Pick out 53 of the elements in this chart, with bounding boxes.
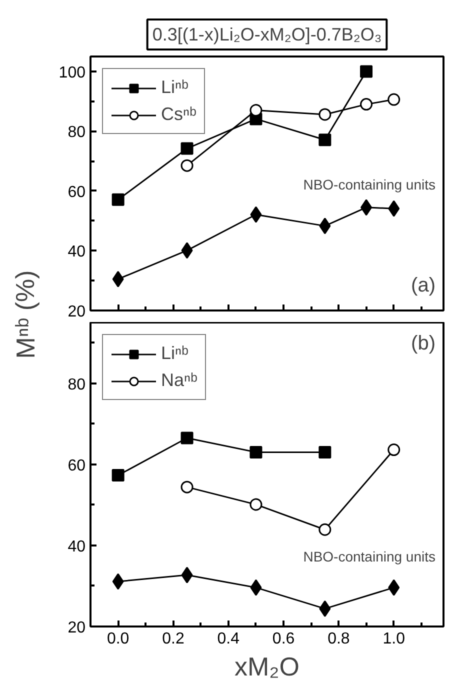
- legend-label: Naⁿᵇ: [161, 370, 198, 391]
- point: [318, 108, 332, 121]
- y-tick-label: 60: [68, 457, 86, 474]
- y-tick-label: 20: [68, 620, 86, 636]
- y-tick-label: 60: [68, 184, 86, 201]
- y-tick-label: 80: [68, 124, 86, 142]
- point: [360, 65, 373, 78]
- point: [319, 218, 331, 234]
- point: [180, 480, 194, 494]
- point: [112, 573, 124, 590]
- point: [181, 242, 193, 259]
- y-tick-label: 40: [68, 244, 86, 261]
- annotation: (b): [411, 332, 436, 354]
- x-axis-title: xM₂O: [234, 652, 300, 682]
- y-tick-label: 100: [58, 64, 86, 82]
- point: [112, 270, 124, 288]
- point: [180, 159, 194, 172]
- chart-title: 0.3[(1-x)Li₂O-xM₂O]-0.7B₂O₃: [152, 24, 382, 44]
- x-tick-label: 0.8: [328, 630, 350, 648]
- y-tick-label: 40: [68, 538, 86, 556]
- legend-label: Liⁿᵇ: [161, 77, 188, 98]
- point: [250, 579, 262, 596]
- point: [250, 498, 262, 511]
- point: [360, 98, 373, 111]
- annotation: (a): [411, 274, 436, 296]
- point: [318, 446, 332, 458]
- y-axis-title: Mⁿᵇ (%): [10, 270, 40, 359]
- x-tick-label: 0.2: [162, 630, 184, 648]
- annotation: NBO-containing units: [303, 176, 436, 192]
- point: [180, 142, 194, 155]
- point: [181, 566, 193, 584]
- point: [360, 199, 372, 216]
- point: [388, 93, 400, 106]
- point: [318, 523, 332, 536]
- point: [250, 446, 262, 458]
- point: [318, 134, 332, 146]
- point: [388, 579, 400, 596]
- y-tick-label: 80: [68, 376, 86, 394]
- annotation: NBO-containing units: [303, 548, 436, 564]
- y-tick-label: 20: [68, 304, 86, 320]
- x-tick-label: 1.0: [382, 630, 406, 648]
- x-tick-label: 0.0: [106, 630, 130, 648]
- legend-label: Csⁿᵇ: [161, 104, 196, 125]
- point: [319, 600, 331, 617]
- point: [388, 444, 400, 456]
- x-tick-label: 0.4: [217, 630, 240, 648]
- point: [180, 432, 194, 444]
- point: [112, 193, 124, 206]
- point: [250, 206, 262, 223]
- point: [388, 200, 400, 217]
- point: [112, 469, 124, 482]
- x-tick-label: 0.6: [272, 630, 295, 648]
- legend-label: Liⁿᵇ: [161, 343, 188, 364]
